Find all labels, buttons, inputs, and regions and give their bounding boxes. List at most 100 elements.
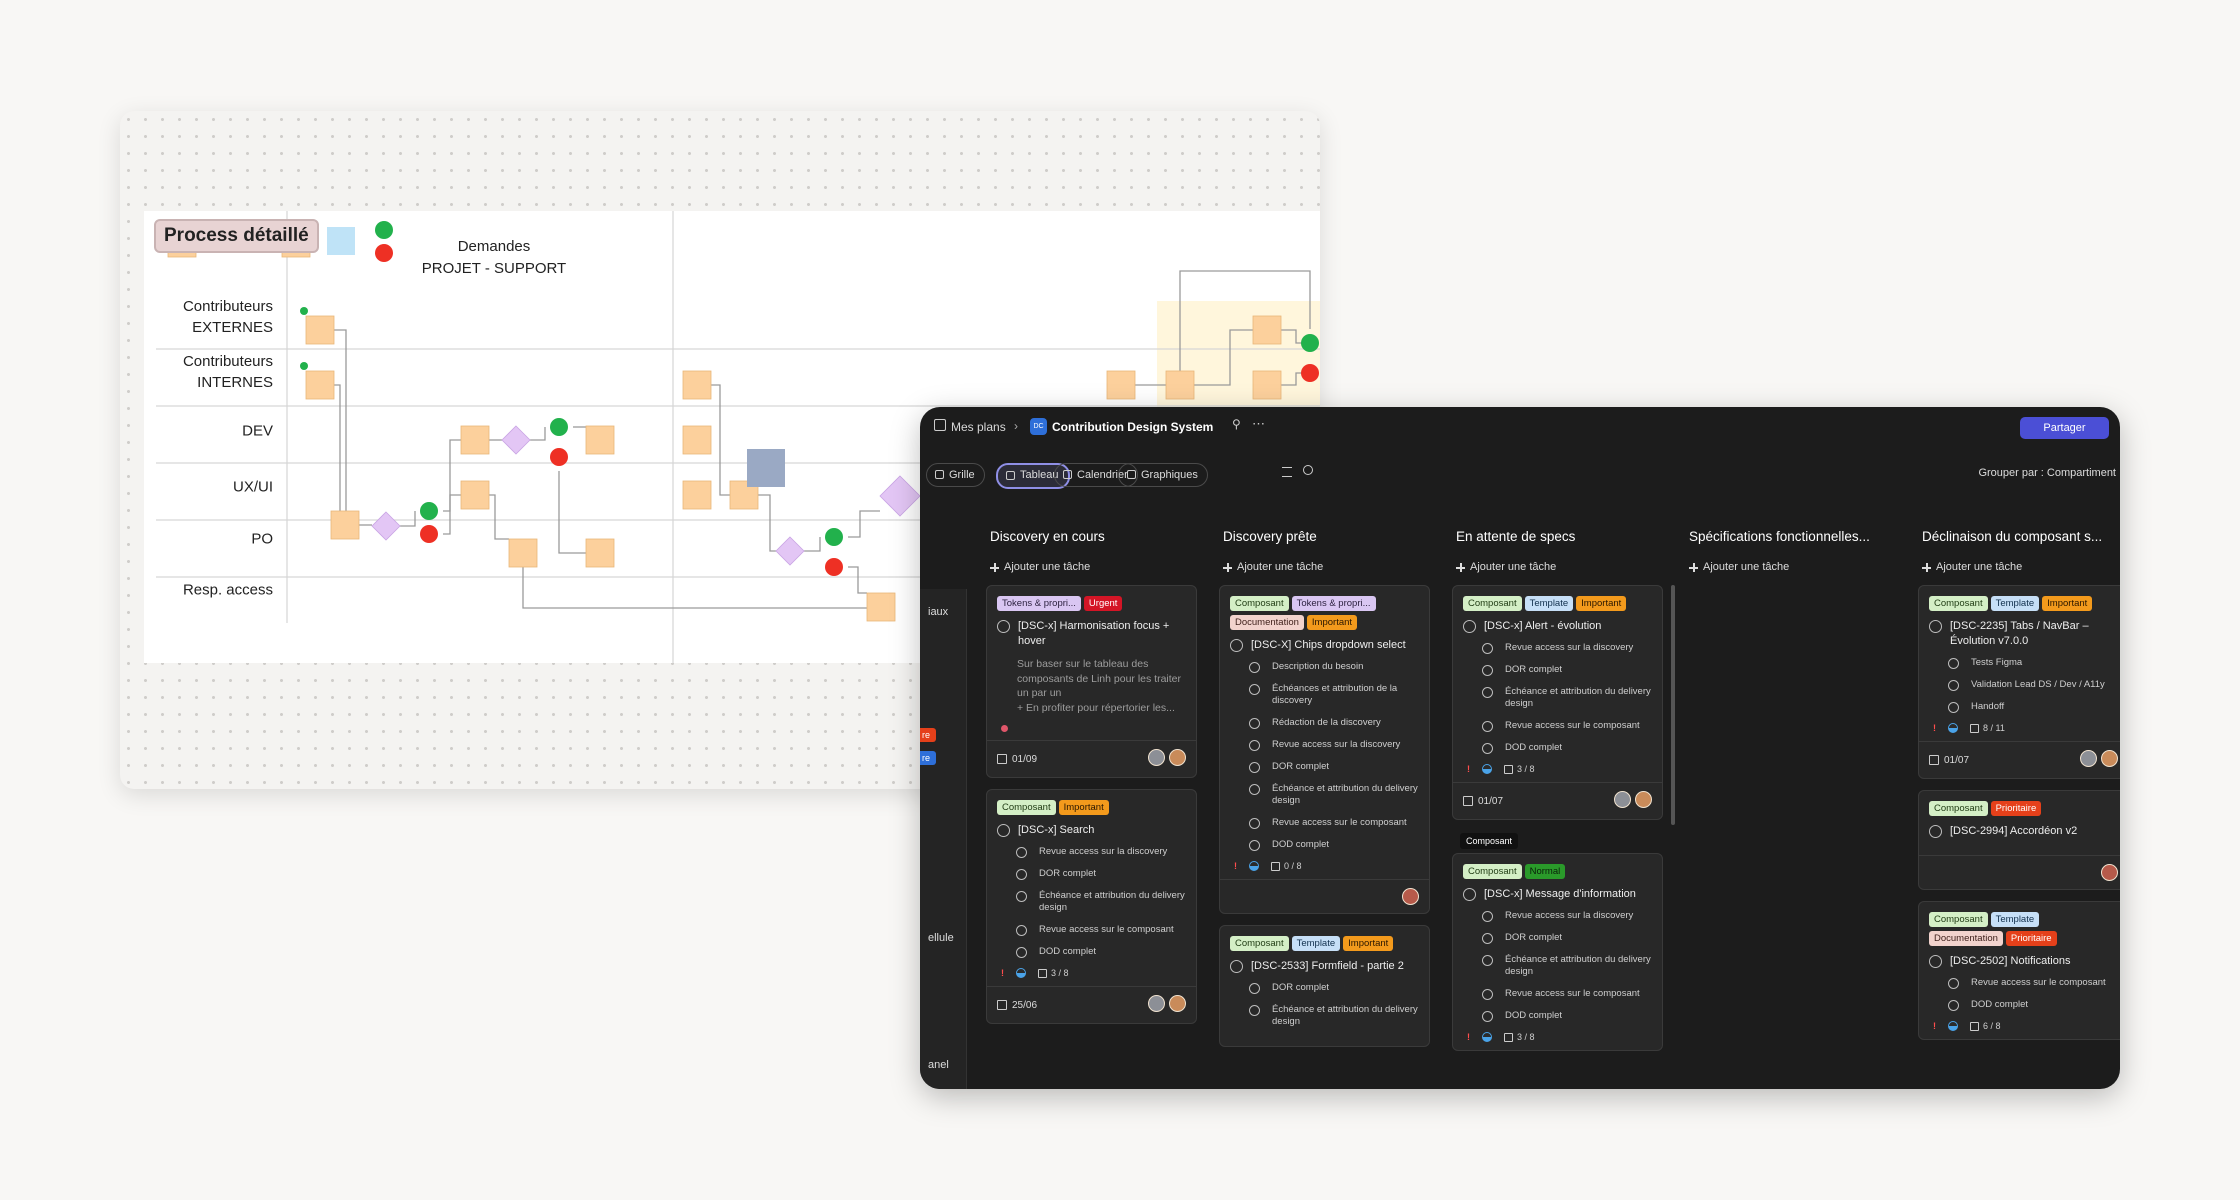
- item-label: Revue access sur la discovery: [1505, 910, 1634, 921]
- task-checkbox[interactable]: [1230, 639, 1243, 652]
- item-checkbox[interactable]: [1016, 947, 1027, 958]
- task-card[interactable]: Composant Normal [DSC-x] Message d'informa…: [1452, 853, 1663, 1051]
- item-checkbox[interactable]: [1016, 869, 1027, 880]
- item-checkbox[interactable]: [1249, 784, 1260, 795]
- item-checkbox[interactable]: [1482, 933, 1493, 944]
- task-card[interactable]: Composant Tokens & propri... Documentation…: [1219, 585, 1430, 914]
- task-checkbox[interactable]: [1929, 620, 1942, 633]
- task-card[interactable]: Composant Template Important [DSC-x] Alert …: [1452, 585, 1663, 820]
- item-checkbox[interactable]: [1948, 658, 1959, 669]
- task-title-row: [DSC-2533] Formfield - partie 2: [1230, 959, 1419, 974]
- card-body: Composant Prioritaire [DSC-2994] Accordéon…: [1919, 791, 2120, 855]
- item-checkbox[interactable]: [1016, 925, 1027, 936]
- add-task[interactable]: Ajouter une tâche: [1685, 547, 1896, 585]
- checklist-item: Revue access sur la discovery: [997, 846, 1186, 858]
- item-label: Échéance et attribution du delivery desi…: [1039, 890, 1185, 913]
- item-checkbox[interactable]: [1249, 762, 1260, 773]
- task-card[interactable]: Composant Important [DSC-x] Search Revue ac…: [986, 789, 1197, 1024]
- view-tab[interactable]: Graphiques: [1118, 463, 1208, 487]
- task-checkbox[interactable]: [997, 620, 1010, 633]
- calendar-icon: [997, 754, 1007, 764]
- task-checkbox[interactable]: [1463, 888, 1476, 901]
- sticky-note: [1165, 370, 1195, 400]
- attachment-icon: [1001, 725, 1008, 732]
- planner-board: Mes plans › DC Contribution Design Syste…: [920, 407, 2120, 1089]
- card-meta: ! 0 / 8: [1230, 861, 1419, 871]
- checklist-item: Échéance et attribution du delivery desi…: [1463, 686, 1652, 710]
- checklist-progress: 0 / 8: [1271, 861, 1302, 871]
- add-task[interactable]: Ajouter une tâche: [1219, 547, 1430, 585]
- item-label: Revue access sur le composant: [1505, 720, 1640, 731]
- checklist-item: Description du besoin: [1230, 661, 1419, 673]
- add-task[interactable]: Ajouter une tâche: [1918, 547, 2120, 585]
- item-checkbox[interactable]: [1249, 662, 1260, 673]
- ok-dot: [550, 418, 568, 436]
- group-by[interactable]: Grouper par : Compartiment: [1978, 467, 2116, 479]
- more-menu[interactable]: ⋯: [1252, 416, 1265, 431]
- item-checkbox[interactable]: [1249, 718, 1260, 729]
- item-checkbox[interactable]: [1482, 955, 1493, 966]
- checklist-item: DOD complet: [1929, 999, 2118, 1011]
- item-checkbox[interactable]: [1482, 643, 1493, 654]
- item-checkbox[interactable]: [1482, 665, 1493, 676]
- item-checkbox[interactable]: [1482, 721, 1493, 732]
- item-checkbox[interactable]: [1948, 702, 1959, 713]
- task-checkbox[interactable]: [997, 824, 1010, 837]
- task-checkbox[interactable]: [1929, 955, 1942, 968]
- item-checkbox[interactable]: [1482, 687, 1493, 698]
- item-checkbox[interactable]: [1249, 983, 1260, 994]
- priority-icon: !: [1933, 1021, 1936, 1031]
- item-checkbox[interactable]: [1948, 1000, 1959, 1011]
- task-checkbox[interactable]: [1463, 620, 1476, 633]
- add-task[interactable]: Ajouter une tâche: [1452, 547, 1663, 585]
- item-checkbox[interactable]: [1249, 840, 1260, 851]
- ko-dot: [550, 448, 568, 466]
- task-card[interactable]: Composant Template Documentation Prioritair…: [1918, 901, 2120, 1040]
- item-checkbox[interactable]: [1482, 911, 1493, 922]
- task-card[interactable]: Composant Template Important [DSC-2235] Tab…: [1918, 585, 2120, 779]
- item-label: Revue access sur la discovery: [1039, 846, 1168, 857]
- item-checkbox[interactable]: [1249, 1005, 1260, 1016]
- pin-icon[interactable]: ⚲: [1232, 417, 1241, 431]
- item-label: Handoff: [1971, 701, 2005, 712]
- column: Spécifications fonctionnelles... Ajouter …: [1685, 525, 1896, 585]
- item-checkbox[interactable]: [1482, 1011, 1493, 1022]
- item-checkbox[interactable]: [1948, 680, 1959, 691]
- progress-icon: [1948, 1021, 1958, 1031]
- connector: [758, 494, 776, 552]
- item-checkbox[interactable]: [1249, 740, 1260, 751]
- task-card[interactable]: Composant Prioritaire [DSC-2994] Accordéon…: [1918, 790, 2120, 890]
- item-label: Revue access sur le composant: [1971, 977, 2106, 988]
- view-tab[interactable]: Grille: [926, 463, 985, 487]
- checklist-item: Revue access sur le composant: [1929, 977, 2118, 989]
- item-checkbox[interactable]: [1249, 684, 1260, 695]
- row-label-line: PO: [251, 530, 273, 548]
- tag: Tokens & propri...: [997, 596, 1081, 611]
- text-fragment: anel: [928, 1059, 949, 1071]
- item-checkbox[interactable]: [1482, 989, 1493, 1000]
- share-button[interactable]: Partager: [2020, 417, 2109, 439]
- tag: Template: [1291, 936, 1341, 951]
- view-tab[interactable]: Calendrier: [1054, 463, 1138, 487]
- item-checkbox[interactable]: [1016, 891, 1027, 902]
- plan-name[interactable]: Contribution Design System: [1052, 420, 1214, 434]
- add-task[interactable]: Ajouter une tâche: [986, 547, 1197, 585]
- breadcrumb[interactable]: Mes plans: [951, 420, 1006, 434]
- search-icon[interactable]: [1303, 465, 1313, 475]
- task-card[interactable]: Tokens & propri... Urgent [DSC-x] Harmonis…: [986, 585, 1197, 778]
- row-label-line: Contributeurs: [182, 353, 273, 370]
- sticky-note-blue: [327, 227, 355, 255]
- item-checkbox[interactable]: [1482, 743, 1493, 754]
- priority-icon: !: [1467, 764, 1470, 774]
- task-checkbox[interactable]: [1230, 960, 1243, 973]
- item-checkbox[interactable]: [1948, 978, 1959, 989]
- sticky-note: [460, 480, 490, 510]
- item-checkbox[interactable]: [1249, 818, 1260, 829]
- task-checkbox[interactable]: [1929, 825, 1942, 838]
- task-title: [DSC-x] Harmonisation focus + hover: [1018, 620, 1170, 647]
- task-card[interactable]: Composant Template Important [DSC-2533] For…: [1219, 925, 1430, 1047]
- item-checkbox[interactable]: [1016, 847, 1027, 858]
- tag: Composant: [1230, 936, 1289, 951]
- checklist-item: Revue access sur le composant: [1463, 988, 1652, 1000]
- filter-icon[interactable]: [1282, 467, 1292, 477]
